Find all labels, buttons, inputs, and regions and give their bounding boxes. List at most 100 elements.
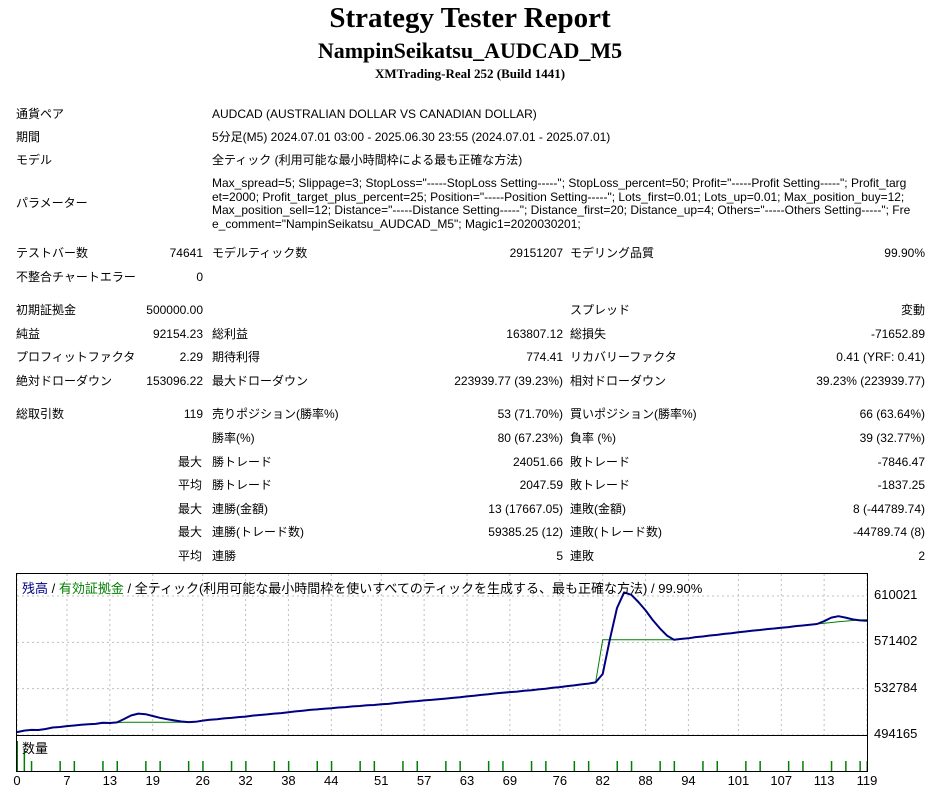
volume-bar xyxy=(616,761,618,771)
avg-win-label: 勝トレード xyxy=(212,478,273,492)
volume-bar xyxy=(659,761,661,771)
volume-bar xyxy=(716,761,718,771)
long-label: 買いポジション(勝率%) xyxy=(570,407,697,421)
loss-value: 39 (32.77%) xyxy=(859,431,925,445)
volume-bar xyxy=(30,761,33,771)
legend-desc: 全ティック(利用可能な最小時間枠を使いすべてのティックを生成する、最も正確な方法… xyxy=(134,581,703,596)
balance-chart xyxy=(16,573,868,736)
y-tick-label: 494165 xyxy=(874,726,918,741)
x-tick-label: 82 xyxy=(595,773,610,788)
x-tick-label: 7 xyxy=(63,773,71,788)
legend-equity: 有効証拠金 xyxy=(58,581,124,596)
cons-win-amt-value: 13 (17667.05) xyxy=(488,502,563,516)
x-tick-label: 107 xyxy=(770,773,793,788)
ticks-label: モデルティック数 xyxy=(212,246,308,260)
quality-label: モデリング品質 xyxy=(570,246,655,260)
x-tick-label: 69 xyxy=(502,773,518,788)
volume-bar xyxy=(759,761,761,771)
volume-bar xyxy=(702,761,704,771)
volume-bar xyxy=(859,761,861,771)
short-value: 53 (71.70%) xyxy=(497,407,563,421)
avg-label-2: 平均 xyxy=(178,549,203,563)
pf-value: 2.29 xyxy=(179,350,203,364)
payoff-label: 期待利得 xyxy=(212,350,261,364)
volume-bar xyxy=(845,761,847,771)
volume-bar xyxy=(530,761,533,771)
x-tick-label: 44 xyxy=(324,773,339,788)
x-tick-label: 57 xyxy=(416,773,432,788)
volume-bar xyxy=(287,761,290,771)
volume-bar xyxy=(17,741,18,771)
avg-cons-loss-value: 2 xyxy=(918,549,925,563)
volume-bar xyxy=(116,761,118,771)
params-value: Max_spread=5; Slippage=3; StopLoss="----… xyxy=(212,176,911,231)
volume-bar xyxy=(23,751,26,771)
gross-loss-value: -71652.89 xyxy=(870,327,925,341)
volume-bar xyxy=(673,761,676,771)
cons-loss-amt-label: 連敗(金額) xyxy=(570,502,626,516)
volume-bar xyxy=(802,761,804,771)
symbol-value: AUDCAD (AUSTRALIAN DOLLAR VS CANADIAN DO… xyxy=(212,107,537,121)
x-tick-label: 88 xyxy=(638,773,653,788)
symbol-label: 通貨ペア xyxy=(16,107,65,121)
avg-win-value: 2047.59 xyxy=(519,478,563,492)
volume-bar xyxy=(545,761,547,771)
volume-bar xyxy=(316,761,318,771)
cons-loss-trd-label: 連敗(トレード数) xyxy=(570,525,662,539)
volume-bar xyxy=(866,761,867,771)
volume-bar xyxy=(330,761,333,771)
spread-value: 変動 xyxy=(900,303,925,317)
rel-dd-value: 39.23% (223939.77) xyxy=(816,374,925,388)
gross-profit-label: 総利益 xyxy=(212,327,249,341)
win-label: 勝率(%) xyxy=(212,431,255,445)
largest-win-label: 勝トレード xyxy=(212,455,273,469)
y-tick-label: 532784 xyxy=(874,679,918,695)
cons-win-amt-label: 連勝(金額) xyxy=(212,502,268,516)
x-tick-label: 0 xyxy=(13,773,21,788)
deposit-label: 初期証拠金 xyxy=(16,303,77,317)
mismatch-value: 0 xyxy=(196,270,203,284)
max-label-2: 最大 xyxy=(178,502,203,516)
payoff-value: 774.41 xyxy=(526,350,563,364)
volume-bar xyxy=(273,761,276,771)
legend-sep-1: / xyxy=(48,581,59,596)
win-value: 80 (67.23%) xyxy=(497,431,563,445)
max-dd-label: 最大ドローダウン xyxy=(212,374,309,388)
legend-balance: 残高 xyxy=(22,581,49,596)
max-label-1: 最大 xyxy=(178,455,203,469)
ticks-value: 29151207 xyxy=(509,246,563,260)
x-tick-label: 32 xyxy=(238,773,253,788)
volume-bar xyxy=(830,761,833,771)
volume-bar xyxy=(230,761,233,771)
avg-loss-label: 敗トレード xyxy=(570,478,631,492)
y-tick-label: 571402 xyxy=(874,633,918,649)
volume-bar xyxy=(245,761,247,771)
x-tick-label: 101 xyxy=(727,773,750,788)
volume-bar xyxy=(359,761,361,771)
avg-cons-win-value: 5 xyxy=(556,549,563,563)
spread-label: スプレッド xyxy=(570,303,631,317)
loss-label: 負率 (%) xyxy=(570,431,616,445)
largest-win-value: 24051.66 xyxy=(512,455,563,469)
model-value: 全ティック (利用可能な最小時間枠による最も正確な方法) xyxy=(212,153,523,167)
max-dd-value: 223939.77 (39.23%) xyxy=(454,374,563,388)
volume-bar xyxy=(145,761,147,771)
long-value: 66 (63.64%) xyxy=(859,407,925,421)
pf-label: プロフィットファクタ xyxy=(16,350,136,364)
bars-label: テストバー数 xyxy=(16,246,89,260)
largest-loss-value: -7846.47 xyxy=(877,455,925,469)
x-tick-label: 26 xyxy=(195,773,210,788)
volume-bar xyxy=(630,761,633,771)
balance-series-line xyxy=(17,619,867,733)
volume-label: 数量 xyxy=(22,741,49,756)
rel-dd-label: 相対ドローダウン xyxy=(570,374,667,388)
trades-value: 119 xyxy=(183,407,203,421)
avg-cons-loss-label: 連敗 xyxy=(570,549,595,563)
quality-value: 99.90% xyxy=(884,246,925,260)
volume-bar xyxy=(745,761,747,771)
volume-bar xyxy=(416,761,418,771)
volume-chart-svg xyxy=(17,741,867,771)
balance-chart-svg xyxy=(17,574,867,735)
x-tick-label: 19 xyxy=(145,773,160,788)
x-tick-label: 113 xyxy=(813,773,835,788)
